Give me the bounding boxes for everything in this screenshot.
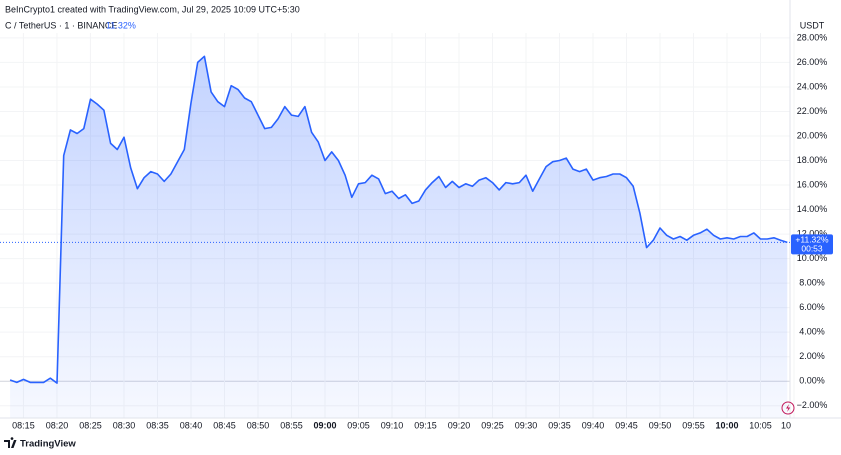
countdown: 00:53 — [801, 244, 823, 254]
y-tick-label: 16.00% — [797, 179, 828, 189]
last-value-label: +11.32% — [795, 235, 829, 245]
y-tick-label: 26.00% — [797, 57, 828, 67]
x-tick-label: 09:40 — [582, 420, 605, 430]
brand: TradingView — [20, 439, 76, 450]
area-fill — [10, 56, 788, 418]
chart-title: BeInCrypto1 created with TradingView.com… — [5, 4, 300, 14]
x-tick-label: 10:00 — [715, 420, 738, 430]
x-tick-label: 09:35 — [548, 420, 571, 430]
x-tick-label: 09:05 — [347, 420, 370, 430]
y-tick-label: 6.00% — [799, 302, 825, 312]
x-tick-label: 08:25 — [79, 420, 102, 430]
x-tick-label: 09:45 — [615, 420, 638, 430]
y-tick-label: 28.00% — [797, 32, 828, 42]
x-tick-label: 09:25 — [481, 420, 504, 430]
brand-logo — [4, 437, 17, 448]
y-tick-label: 14.00% — [797, 204, 828, 214]
line — [9, 55, 788, 384]
x-tick-label: 09:50 — [649, 420, 672, 430]
y-tick-label: −2.00% — [797, 400, 828, 410]
lightning-icon — [781, 401, 795, 415]
x-tick-label: 08:55 — [280, 420, 303, 430]
y-tick-label: 10.00% — [797, 253, 828, 263]
y-tick-label: 2.00% — [799, 351, 825, 361]
x-tick-label: 10 — [781, 420, 791, 430]
x-tick-label: 08:50 — [247, 420, 270, 430]
x-tick-label: 08:15 — [12, 420, 35, 430]
x-tick-label: 08:45 — [213, 420, 236, 430]
y-tick-label: 4.00% — [799, 327, 825, 337]
y-tick-label: 22.00% — [797, 106, 828, 116]
x-tick-label: 10:05 — [749, 420, 772, 430]
x-tick-label: 09:15 — [414, 420, 437, 430]
last-value-box — [791, 234, 833, 255]
x-tick-label: 08:30 — [113, 420, 136, 430]
x-tick-label: 09:20 — [448, 420, 471, 430]
x-tick-label: 09:00 — [313, 420, 336, 430]
x-tick-label: 09:30 — [515, 420, 538, 430]
symbol: C / TetherUS · 1 · BINANCE — [5, 20, 117, 30]
x-tick-label: 09:10 — [381, 420, 404, 430]
y-tick-label: 12.00% — [797, 228, 828, 238]
header-change: 11.32% — [106, 20, 136, 30]
y-tick-label: 20.00% — [797, 130, 828, 140]
y-tick-label: 18.00% — [797, 155, 828, 165]
x-tick-label: 08:40 — [180, 420, 203, 430]
x-tick-label: 08:35 — [146, 420, 169, 430]
y-tick-label: 24.00% — [797, 81, 828, 91]
x-tick-label: 08:20 — [46, 420, 69, 430]
x-tick-label: 09:55 — [682, 420, 705, 430]
currency: USDT — [800, 20, 825, 30]
y-tick-label: 8.00% — [799, 278, 825, 288]
y-tick-label: 0.00% — [799, 376, 825, 386]
